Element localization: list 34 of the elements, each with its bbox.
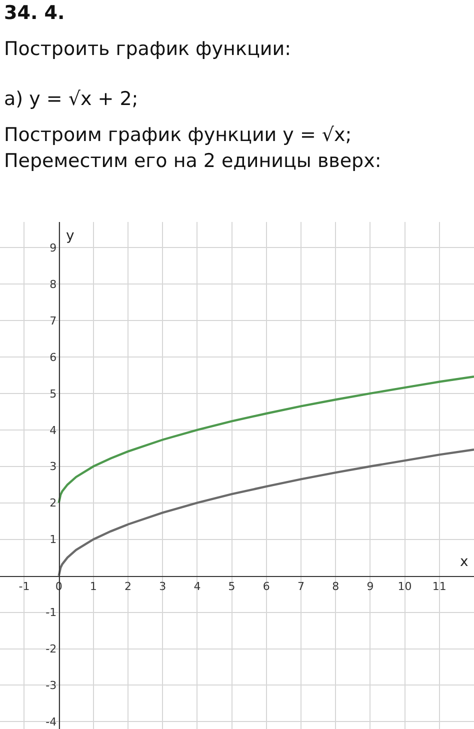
line-series [58,376,474,504]
text: Переместим его на 2 единицы вверх: [4,150,382,172]
y-tick-label: 5 [50,387,57,400]
x-tick-label: 10 [398,580,412,594]
y-axis-title: y [66,228,74,244]
x-tick-label: 2 [124,580,132,594]
y-tick-label: 7 [50,314,57,328]
x-tick-label: 3 [159,580,166,594]
y-tick-label: -4 [46,716,57,729]
x-tick-label: 4 [194,580,201,594]
y-tick-label: 4 [50,424,57,437]
text: Построим график функции y = √x; [4,124,353,146]
x-tick-label: 7 [298,580,305,594]
y-tick-label: -3 [46,679,57,692]
x-tick-label: 11 [432,580,446,594]
x-tick-label: -1 [18,580,30,594]
y-tick-label: -1 [46,606,57,620]
line-series [58,448,474,577]
x-tick-label: 8 [332,580,340,594]
y-tick-label: 3 [50,460,57,474]
y-tick-label: 6 [50,350,57,364]
y-tick-label: 9 [50,241,57,254]
text: а) y = √x + 2; [4,88,140,110]
y-tick-label: -2 [46,642,57,656]
chart-title: 34. 4. [4,2,66,24]
x-tick-label: 5 [228,580,236,594]
y-tick-label: 1 [50,533,57,546]
x-tick-label: 6 [262,580,270,594]
y-tick-label: 8 [50,278,57,291]
x-axis-title: x [460,554,468,570]
text: Построить график функции: [4,38,292,60]
y-tick-label: 2 [50,496,57,510]
x-tick-label: 9 [366,580,374,594]
x-tick-label: 1 [90,580,97,594]
